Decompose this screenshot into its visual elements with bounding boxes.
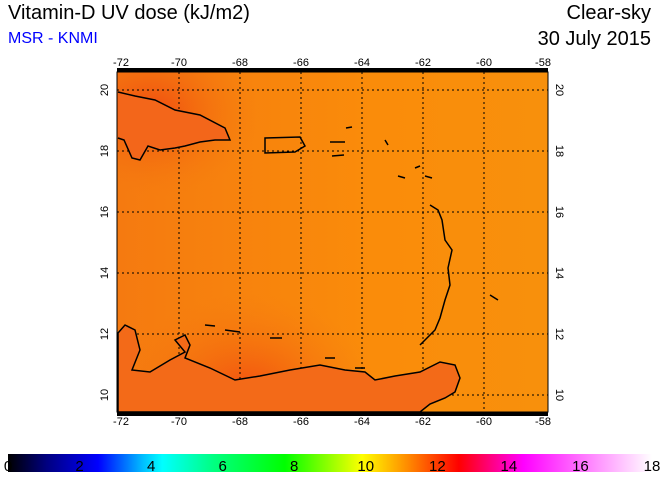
colorbar-tick-label: 18 — [643, 458, 661, 475]
axis-tick-label: -64 — [354, 57, 370, 69]
axis-tick-label: -66 — [293, 416, 309, 428]
axis-tick-label: 10 — [553, 389, 565, 401]
colorbar-tick-label: 10 — [357, 458, 375, 475]
axis-tick-label: -68 — [232, 57, 248, 69]
axis-tick-label: 20 — [553, 84, 565, 96]
colorbar-tick-label: 16 — [572, 458, 589, 475]
land-outlines — [117, 91, 499, 413]
colorbar-tick-label: 14 — [500, 458, 518, 475]
colorbar-tick-label: 0 — [3, 458, 13, 475]
axis-tick-label: 14 — [99, 267, 111, 279]
colorbar-tick-label: 4 — [146, 458, 156, 475]
map-title: Vitamin-D UV dose (kJ/m2) — [8, 2, 250, 24]
axis-tick-label: -70 — [171, 57, 187, 69]
axis-tick-label: -58 — [535, 57, 551, 69]
axis-tick-label: -58 — [535, 416, 551, 428]
axis-tick-label: -62 — [415, 57, 431, 69]
axis-tick-label: 20 — [99, 84, 111, 96]
axis-tick-label: -60 — [476, 57, 492, 69]
axis-tick-label: -64 — [354, 416, 370, 428]
axis-tick-label: 12 — [553, 328, 565, 340]
axis-tick-label: 16 — [553, 206, 565, 218]
colorbar-tick-label: 12 — [428, 458, 446, 475]
axis-tick-label: -72 — [113, 416, 129, 428]
map-date: 30 July 2015 — [537, 28, 651, 50]
colorbar-tick-label: 2 — [75, 458, 84, 475]
colorbar-tick-label: 8 — [290, 458, 299, 475]
axis-tick-label: -68 — [232, 416, 248, 428]
sky-condition: Clear-sky — [566, 2, 651, 24]
axis-tick-label: -62 — [415, 416, 431, 428]
axis-tick-label: -72 — [113, 57, 129, 69]
frame-border — [116, 68, 549, 416]
axis-tick-label: -60 — [476, 416, 492, 428]
axis-tick-label: 18 — [99, 145, 111, 157]
axis-tick-label: -70 — [171, 416, 187, 428]
colorbar — [8, 454, 652, 472]
axis-tick-label: 18 — [553, 145, 565, 157]
axis-tick-label: 16 — [99, 206, 111, 218]
axis-tick-label: 12 — [99, 328, 111, 340]
colorbar-tick-label: 6 — [218, 458, 227, 475]
data-source: MSR - KNMI — [8, 30, 98, 47]
axis-tick-label: 10 — [99, 389, 111, 401]
axis-tick-label: -66 — [293, 57, 309, 69]
axis-tick-label: 14 — [553, 267, 565, 279]
